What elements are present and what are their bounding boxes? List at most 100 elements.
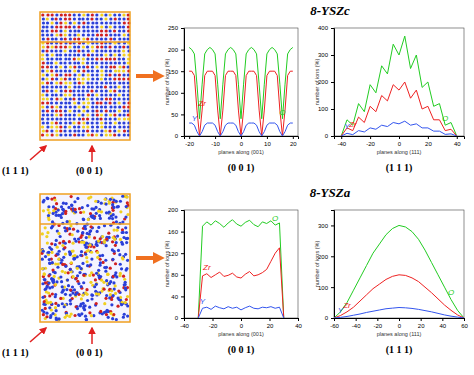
atom [103,302,106,305]
arrow [91,328,93,344]
atom [68,109,71,112]
x-tick: 40 [439,318,446,329]
atom [45,312,48,315]
atom [64,45,67,48]
atom [55,129,58,132]
atom [44,255,47,258]
atom [91,294,94,297]
atom [114,33,117,36]
atom [84,291,87,294]
atom [85,318,88,321]
atom [123,113,126,116]
atom [77,125,80,128]
atom [85,318,88,321]
atom [82,218,85,221]
atom [96,129,99,132]
atom [64,242,67,245]
atom [73,45,76,48]
atom [104,105,107,108]
atom [62,288,65,291]
atom [100,37,103,40]
x-axis: -40-2002040 [180,318,302,329]
atom [70,262,73,265]
atom [55,17,58,20]
atom [68,45,71,48]
atom [73,93,76,96]
atom [59,45,62,48]
atom [103,241,106,244]
tick-mark [181,136,184,137]
arrow [136,74,160,78]
atom [78,81,81,84]
atom [55,113,58,116]
atom [117,129,120,132]
atom [55,21,58,24]
atom [46,13,49,16]
atom [118,81,121,84]
atom [82,65,85,68]
atom [59,69,62,72]
atom [118,89,121,92]
atom [76,230,79,233]
atom [45,301,48,304]
atom [95,49,98,52]
tick-mark [331,287,334,288]
atom [82,89,85,92]
atom [105,294,108,297]
atom [50,61,53,64]
atom [41,53,44,56]
atom [72,275,75,278]
x-tick: 0 [240,136,244,147]
atom [65,288,68,291]
x-tick: 40 [454,136,461,147]
atom [73,57,76,60]
atom [82,85,85,88]
atom [55,13,58,16]
x-tick: -20 [209,318,218,329]
atom [55,61,58,64]
atom [46,101,49,104]
axis-line [185,319,299,322]
atom [83,225,86,228]
atom [54,302,57,305]
atom [100,81,103,84]
atom [46,69,49,72]
atom [96,69,99,72]
atom [95,109,98,112]
atom [45,77,48,80]
atom [122,77,125,80]
atom [104,259,107,262]
atom [91,29,94,32]
atom [125,231,128,234]
atom [47,274,50,277]
atom [64,252,67,255]
atom [55,214,58,217]
atom [64,53,67,56]
tick-mark [181,28,184,29]
atom [51,77,54,80]
atom [104,197,107,200]
atom [91,69,94,72]
atom [42,45,45,48]
x-tick: 0 [240,318,244,329]
atom [100,93,103,96]
atom [64,17,67,20]
tick-label: 80 [171,272,178,278]
tick-mark [464,318,465,321]
atom [51,93,54,96]
atom [95,133,98,136]
atom [124,195,127,198]
atom [112,250,115,253]
atom [41,125,44,128]
atom [51,45,54,48]
atom [43,278,46,281]
tick-mark [331,82,334,83]
atom [50,81,53,84]
atom [41,258,44,261]
atom [46,125,49,128]
atom [50,33,53,36]
atom [125,267,128,270]
atom [118,93,121,96]
atom [41,267,44,270]
atom [122,53,125,56]
